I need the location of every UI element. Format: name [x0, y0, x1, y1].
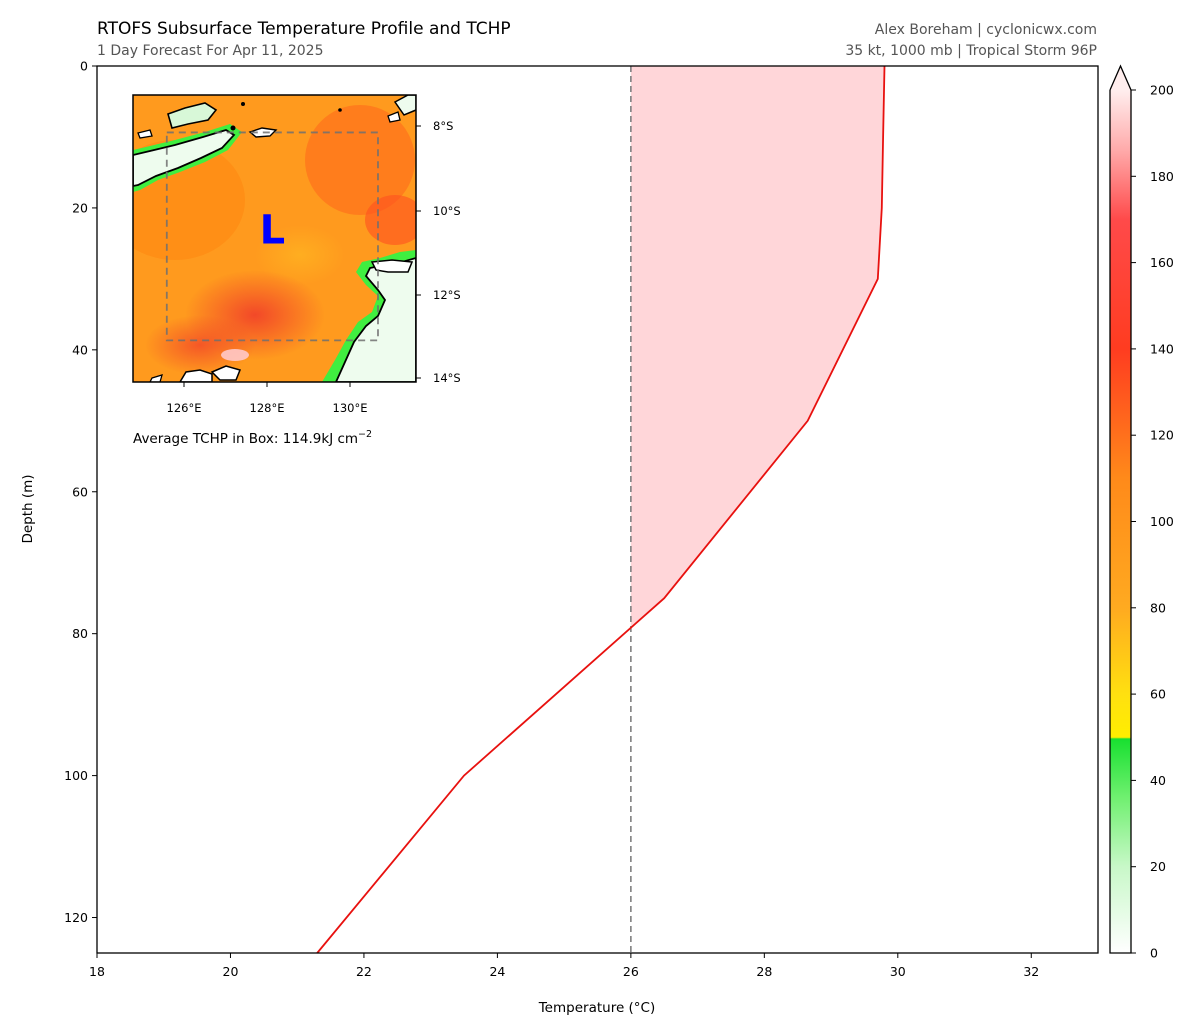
y-tick-label: 80 [72, 626, 88, 641]
colorbar-extend-arrow [1109, 64, 1132, 91]
inset-frame [132, 94, 417, 383]
colorbar-tick-label: 200 [1150, 83, 1174, 98]
profile-plot: 18 20 22 24 26 28 30 32 0 20 40 60 80 100 120 Tempera… [20, 59, 1099, 1016]
averaging-box [165, 131, 379, 342]
storm-info-text: 35 kt, 1000 mb | Tropical Storm 96P [845, 43, 1097, 59]
credit-text: Alex Boreham | cyclonicwx.com [875, 22, 1097, 38]
colorbar-tick-label: 80 [1150, 600, 1166, 615]
x-tick-label: 32 [1023, 964, 1039, 979]
x-tick-label: 18 [89, 964, 105, 979]
inset-lon-tick: 130°E [333, 401, 368, 415]
inset-lon-tick: 126°E [167, 401, 202, 415]
colorbar-tick-label: 60 [1150, 687, 1166, 702]
colorbar-gradient [1110, 90, 1131, 953]
tchp-average-caption: Average TCHP in Box: 114.9kJ cm−2 [133, 429, 372, 447]
inset-lat-tick: 14°S [433, 371, 461, 385]
inset-lat-tick: 12°S [433, 288, 461, 302]
colorbar-tick-label: 100 [1150, 514, 1174, 529]
plot-frame [96, 65, 1099, 954]
colorbar-tick-label: 40 [1150, 773, 1166, 788]
y-tick-label: 100 [64, 768, 88, 783]
x-tick-label: 26 [623, 964, 639, 979]
caption-exponent: −2 [358, 429, 372, 440]
y-axis-ticks: 0 20 40 60 80 100 120 [64, 59, 97, 925]
colorbar-tick-label: 160 [1150, 255, 1174, 270]
colorbar-tick-label: 180 [1150, 169, 1174, 184]
x-tick-label: 20 [223, 964, 239, 979]
colorbar-ticks: 0 20 40 60 80 100 120 140 160 180 200 [1131, 83, 1174, 961]
colorbar-tick-label: 120 [1150, 428, 1174, 443]
storm-center-marker: L [260, 207, 286, 253]
inset-lon-tick: 128°E [250, 401, 285, 415]
colorbar-tick-label: 0 [1150, 946, 1158, 961]
tchp-inset-map: L 126°E 128°E 130°E 8°S 10°S 12°S 14°S A… [132, 94, 461, 447]
y-tick-label: 20 [72, 200, 88, 215]
y-tick-label: 0 [80, 59, 88, 74]
colorbar-tick-label: 140 [1150, 341, 1174, 356]
x-tick-label: 22 [356, 964, 372, 979]
x-axis-label: Temperature (°C) [538, 1000, 656, 1016]
inset-lat-tick: 8°S [433, 119, 453, 133]
x-tick-label: 28 [756, 964, 772, 979]
x-axis-ticks: 18 20 22 24 26 28 30 32 [89, 953, 1039, 979]
x-tick-label: 24 [489, 964, 505, 979]
chart-title: RTOFS Subsurface Temperature Profile and… [97, 19, 511, 39]
inset-lat-tick: 10°S [433, 204, 461, 218]
x-tick-label: 30 [890, 964, 906, 979]
y-axis-label: Depth (m) [20, 474, 36, 543]
y-tick-label: 40 [72, 342, 88, 357]
temperature-profile-line [316, 65, 886, 954]
chart-subtitle: 1 Day Forecast For Apr 11, 2025 [97, 43, 323, 59]
y-tick-label: 60 [72, 484, 88, 499]
y-tick-label: 120 [64, 910, 88, 925]
tchp-colorbar: 0 20 40 60 80 100 120 140 160 180 200 [1109, 64, 1174, 961]
colorbar-tick-label: 20 [1150, 859, 1166, 874]
tchp-shaded-region [630, 66, 885, 628]
